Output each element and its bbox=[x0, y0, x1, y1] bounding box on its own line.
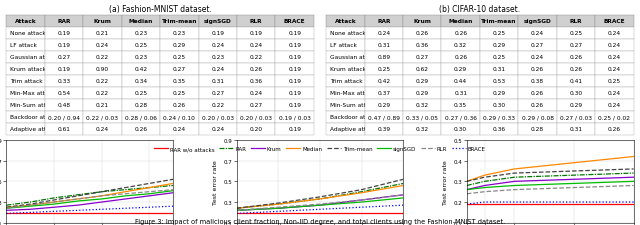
Title: (b) CIFAR-10 dataset.: (b) CIFAR-10 dataset. bbox=[439, 5, 520, 14]
Y-axis label: Test error rate: Test error rate bbox=[444, 159, 448, 204]
Text: Figure 3: Impact of malicious client fraction, Non-IID degree, and total clients: Figure 3: Impact of malicious client fra… bbox=[135, 218, 505, 224]
Legend: RAR w/o attacks, RAR, Krum, Median, Trim-mean, signSGD, RLR, BRACE: RAR w/o attacks, RAR, Krum, Median, Trim… bbox=[152, 144, 488, 154]
Title: (a) Fashion-MNIST dataset.: (a) Fashion-MNIST dataset. bbox=[109, 5, 212, 14]
Y-axis label: Test error rate: Test error rate bbox=[213, 159, 218, 204]
